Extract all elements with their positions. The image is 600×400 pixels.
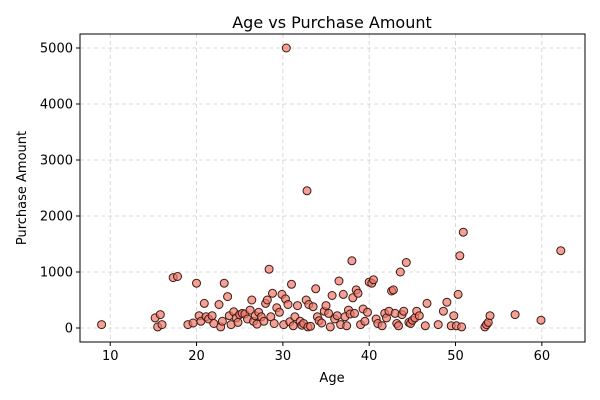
x-tick-label: 40: [361, 349, 378, 364]
data-point: [321, 301, 331, 311]
x-tick-label: 20: [188, 349, 205, 364]
x-axis-ticks: 10 20 30 40 50 60: [102, 342, 550, 364]
x-tick-label: 50: [447, 349, 464, 364]
data-point: [173, 272, 182, 281]
data-point: [311, 284, 321, 294]
data-point: [317, 318, 327, 328]
data-point: [453, 289, 463, 299]
data-point: [438, 306, 448, 316]
y-tick-label: 4000: [40, 98, 73, 113]
data-point: [395, 267, 405, 277]
x-tick-label: 30: [275, 349, 292, 364]
data-point: [192, 278, 201, 288]
data-point: [457, 322, 467, 332]
data-point: [422, 298, 432, 308]
data-point: [217, 316, 227, 326]
y-tick-label: 5000: [40, 42, 73, 57]
data-point: [324, 308, 334, 318]
data-point: [288, 321, 298, 331]
data-point: [360, 316, 370, 326]
data-point: [353, 288, 363, 298]
data-point: [455, 251, 465, 261]
chart-title: Age vs Purchase Amount: [232, 13, 432, 32]
data-point: [332, 311, 342, 321]
data-point: [223, 292, 233, 302]
data-point: [157, 320, 167, 330]
data-point: [259, 316, 269, 326]
y-tick-label: 1000: [40, 266, 73, 281]
data-point: [458, 227, 468, 237]
data-point: [342, 321, 352, 331]
y-tick-label: 0: [65, 322, 73, 337]
data-point: [394, 321, 403, 331]
data-point: [327, 291, 337, 300]
x-axis-label: Age: [319, 371, 344, 386]
data-point: [188, 318, 198, 328]
data-point: [308, 302, 318, 312]
x-tick-label: 10: [102, 349, 119, 364]
data-point: [247, 295, 257, 305]
data-point: [274, 307, 284, 317]
data-point: [214, 300, 224, 309]
data-point: [338, 289, 348, 299]
data-point: [414, 311, 424, 321]
data-point: [207, 311, 217, 321]
data-point: [233, 317, 243, 327]
data-point: [262, 295, 272, 305]
data-point: [420, 321, 430, 331]
data-point: [388, 285, 398, 295]
data-point: [369, 275, 378, 285]
y-axis-ticks: 0 1000 2000 3000 4000 5000: [40, 42, 80, 337]
data-point: [219, 278, 229, 288]
y-tick-label: 3000: [40, 154, 73, 169]
data-point: [510, 310, 520, 320]
data-point: [401, 258, 411, 267]
data-point: [264, 264, 274, 274]
data-point: [97, 320, 107, 330]
data-point: [377, 321, 387, 331]
data-point: [350, 308, 359, 318]
scatter-points: [97, 43, 566, 332]
data-point: [269, 319, 279, 328]
data-point: [442, 297, 452, 307]
data-point: [306, 321, 315, 331]
data-point: [283, 300, 293, 309]
data-point: [449, 311, 459, 321]
data-point: [485, 311, 495, 321]
data-point: [287, 279, 296, 289]
data-point: [556, 246, 566, 256]
data-point: [536, 315, 546, 325]
data-point: [199, 298, 209, 308]
data-point: [325, 322, 335, 332]
data-point: [302, 186, 312, 196]
data-point: [268, 288, 277, 298]
y-tick-label: 2000: [40, 210, 73, 225]
data-point: [363, 307, 372, 317]
y-axis-label: Purchase Amount: [15, 131, 30, 245]
data-point: [245, 305, 255, 315]
x-tick-label: 60: [534, 349, 551, 364]
data-point: [347, 256, 357, 266]
data-point: [399, 306, 409, 316]
data-point: [334, 276, 344, 286]
data-point: [433, 320, 443, 330]
data-point: [155, 310, 165, 320]
plot-frame: [79, 33, 586, 343]
data-point: [293, 301, 302, 311]
data-point: [281, 43, 291, 53]
